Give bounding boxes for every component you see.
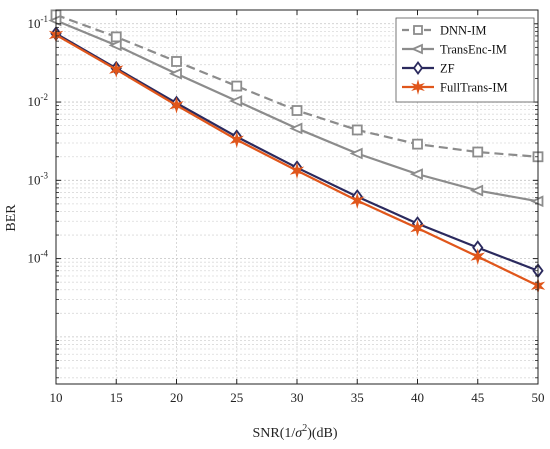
x-axis-label-tail: )(dB) [307, 426, 338, 441]
data-point-dnn-im [472, 146, 484, 158]
x-tick-label: 20 [170, 390, 183, 405]
legend-label-fulltrans-im: FullTrans-IM [440, 81, 508, 95]
y-tick-exponent: -4 [41, 249, 49, 259]
y-axis-label: BER [4, 204, 19, 232]
x-tick-label: 50 [532, 390, 545, 405]
data-point-dnn-im [171, 56, 182, 67]
legend: DNN-IM TransEnc-IM ZF FullTrans-IM [395, 17, 535, 103]
legend-marker-transenc-im [410, 43, 423, 55]
x-axis-label-sigma: σ [295, 426, 303, 441]
y-tick-label: 10-4 [28, 249, 49, 266]
data-point-fulltrans-im [410, 219, 425, 237]
y-tick-mantissa: 10 [28, 16, 41, 31]
x-axis-label-sup: 2 [302, 423, 307, 434]
data-point-transenc-im [349, 147, 363, 160]
legend-marker-fulltrans-im [411, 79, 425, 95]
y-tick-label: 10-2 [28, 92, 49, 109]
data-point-dnn-im [351, 124, 363, 136]
series-group [48, 9, 546, 295]
legend-marker-zf [412, 60, 424, 76]
data-point-fulltrans-im [169, 96, 184, 114]
x-axis-label-main: SNR(1/ [252, 426, 295, 441]
data-point-transenc-im [229, 95, 243, 107]
data-point-dnn-im [412, 138, 423, 150]
x-tick-label: 10 [50, 390, 63, 405]
y-tick-label: 10-3 [28, 170, 49, 187]
data-point-fulltrans-im [350, 192, 365, 209]
data-point-fulltrans-im [470, 248, 485, 265]
y-tick-exponent: -2 [41, 92, 49, 102]
data-point-transenc-im [108, 39, 122, 52]
x-tick-label: 40 [411, 390, 424, 405]
data-point-transenc-im [470, 184, 484, 197]
y-tick-mantissa: 10 [28, 94, 41, 109]
legend-marker-dnn-im [413, 25, 423, 35]
x-tick-label: 45 [471, 390, 484, 405]
y-tick-mantissa: 10 [28, 172, 41, 187]
y-tick-exponent: -3 [41, 170, 49, 180]
legend-label-transenc-im: TransEnc-IM [440, 43, 507, 57]
data-point-transenc-im [409, 168, 423, 181]
legend-label-dnn-im: DNN-IM [440, 24, 487, 38]
x-tick-label: 35 [351, 390, 364, 405]
x-axis-label: SNR(1/σ2)(dB) [252, 423, 337, 441]
legend-label-zf: ZF [440, 62, 455, 76]
data-point-transenc-im [289, 122, 303, 135]
y-tick-mantissa: 10 [28, 251, 41, 266]
x-tick-label: 25 [230, 390, 243, 405]
data-point-dnn-im [231, 80, 243, 92]
data-point-dnn-im [291, 105, 303, 116]
data-point-fulltrans-im [229, 131, 244, 149]
y-tick-label: 10-1 [28, 14, 49, 31]
y-tick-exponent: -1 [41, 14, 49, 24]
data-point-fulltrans-im [289, 162, 305, 179]
data-point-fulltrans-im [109, 61, 124, 78]
data-point-transenc-im [168, 67, 182, 80]
data-point-dnn-im [110, 31, 122, 43]
x-tick-label: 15 [110, 390, 123, 405]
x-tick-label: 30 [291, 390, 304, 405]
